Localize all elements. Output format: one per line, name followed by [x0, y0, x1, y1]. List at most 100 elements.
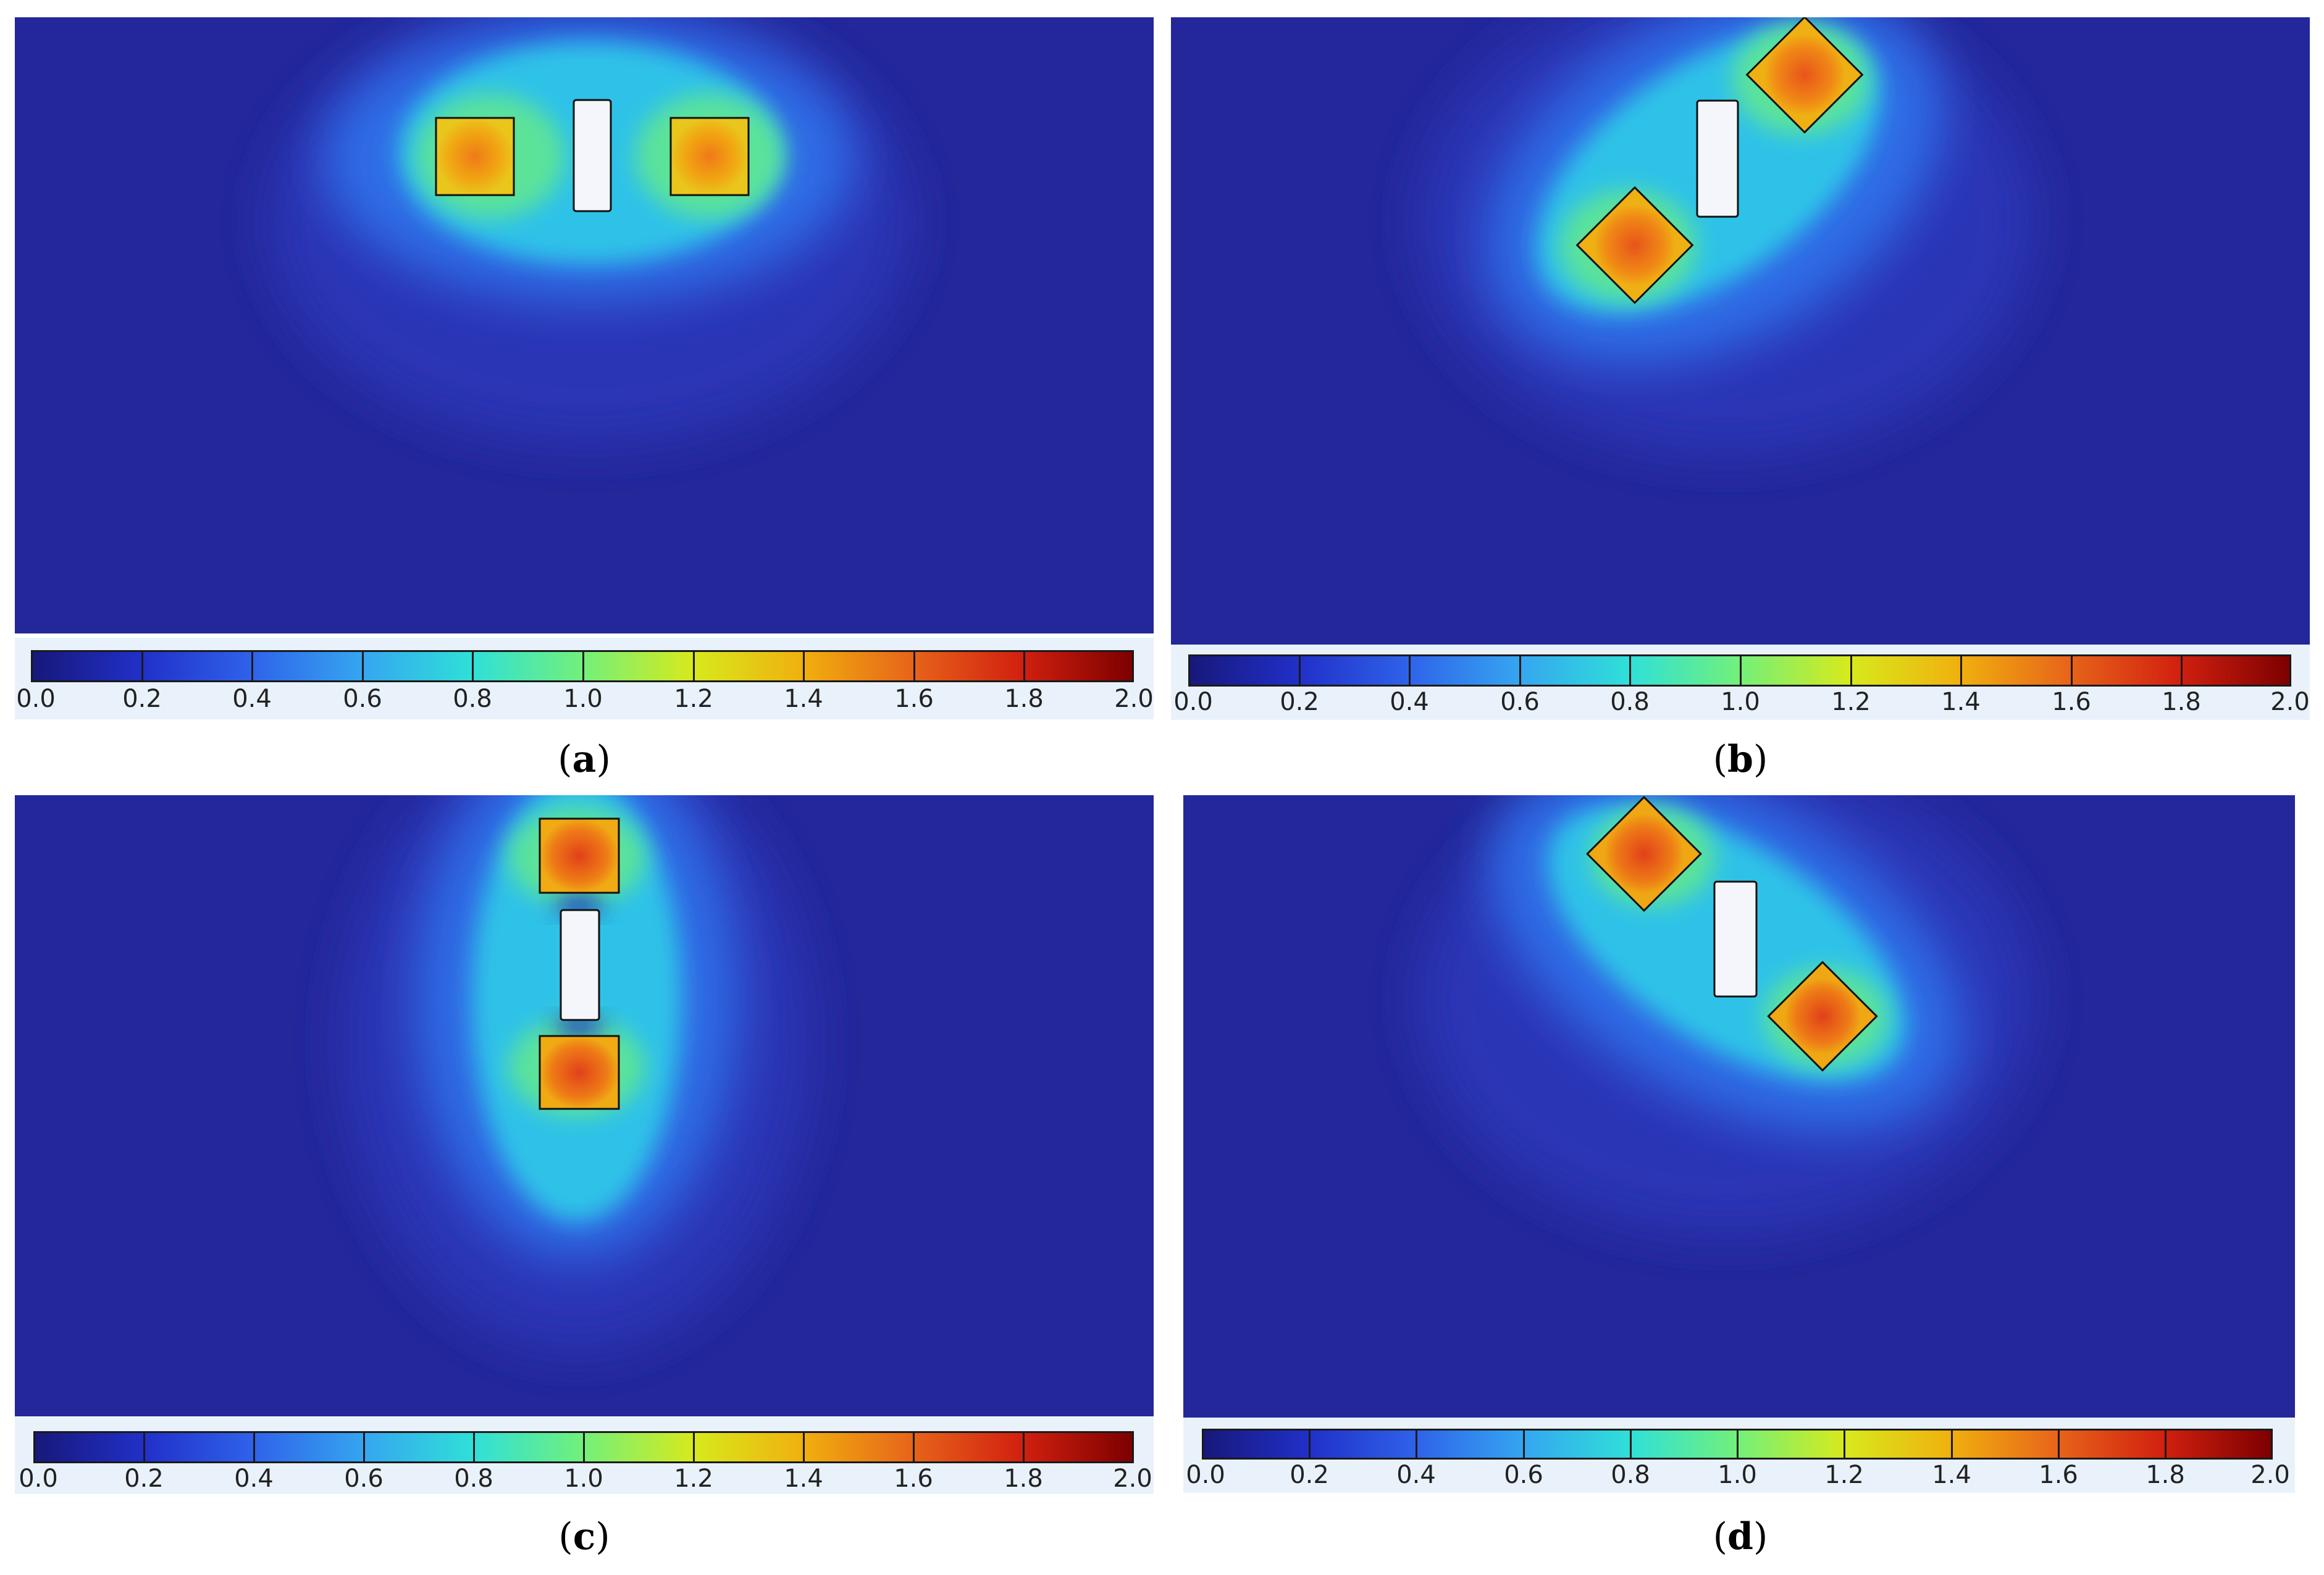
- colorbar-tick: [1309, 1429, 1311, 1460]
- rotor-block-right: [669, 117, 750, 196]
- colorbar-tick-label: 0.0: [19, 1464, 58, 1493]
- colorbar-tick: [143, 1431, 145, 1463]
- colorbar-tick-label: 1.2: [674, 685, 713, 713]
- colorbar-tick: [2271, 1429, 2273, 1460]
- caption-d: (d): [1713, 1515, 1768, 1558]
- colorbar-tick-label: 0.6: [343, 685, 382, 713]
- colorbar-tick-label: 1.2: [1824, 1461, 1864, 1489]
- colorbar-tick-label: 1.6: [894, 685, 934, 713]
- center-obstacle: [1713, 880, 1758, 998]
- colorbar-tick: [1188, 654, 1190, 687]
- rotor-block-left: [435, 117, 515, 196]
- field-plot-b: [1171, 17, 2310, 645]
- rotor-block-lower: [1575, 186, 1694, 304]
- colorbar-tick: [2181, 654, 2183, 687]
- field-plot-a: [15, 17, 1154, 633]
- colorbar-tick: [1519, 654, 1521, 687]
- center-obstacle: [560, 909, 600, 1021]
- colorbar-tick-label: 0.0: [1173, 688, 1213, 716]
- colorbar-tick-label: 0.0: [16, 685, 56, 713]
- colorbar-tick: [1850, 654, 1852, 687]
- colorbar-tick-label: 0.2: [1280, 688, 1319, 716]
- colorbar-tick: [33, 1431, 35, 1463]
- colorbar-tick-label: 1.8: [2146, 1461, 2185, 1489]
- colorbar-tick: [2058, 1429, 2060, 1460]
- colorbar-tick: [2289, 654, 2291, 687]
- colorbar-tick: [1416, 1429, 1417, 1460]
- colorbar-tick-label: 1.8: [1004, 685, 1044, 713]
- colorbar-tick-label: 0.2: [1290, 1461, 1329, 1489]
- colorbar-a: 0.0 0.2 0.4 0.6 0.8 1.0 1.2 1.4 1.6 1.8 …: [15, 638, 1154, 719]
- rotor-block-lower: [1767, 961, 1878, 1072]
- center-obstacle: [1696, 99, 1739, 218]
- rotor-block-bottom: [539, 1035, 620, 1110]
- field-image-a: [15, 17, 1154, 633]
- colorbar-tick: [803, 1431, 805, 1463]
- colorbar-tick-label: 1.6: [894, 1464, 933, 1493]
- caption-a: (a): [558, 738, 611, 781]
- colorbar-tick-label: 0.8: [1611, 1461, 1650, 1489]
- colorbar-tick: [1629, 654, 1631, 687]
- colorbar-tick-label: 0.8: [454, 1464, 493, 1493]
- colorbar-tick: [2165, 1429, 2167, 1460]
- caption-b: (b): [1713, 738, 1768, 781]
- colorbar-tick: [1951, 1429, 1953, 1460]
- colorbar-tick: [913, 1431, 915, 1463]
- colorbar-tick: [1132, 650, 1134, 682]
- colorbar-tick-label: 2.0: [2270, 688, 2310, 716]
- caption-c: (c): [558, 1515, 610, 1558]
- colorbar-tick: [1844, 1429, 1845, 1460]
- rotor-block-upper: [1585, 795, 1703, 913]
- rotor-block-top: [539, 817, 620, 894]
- colorbar-tick: [693, 650, 695, 682]
- colorbar-tick-label: 0.8: [1610, 688, 1650, 716]
- colorbar-tick: [141, 650, 143, 682]
- colorbar-tick: [363, 1431, 365, 1463]
- colorbar-tick: [1202, 1429, 1204, 1460]
- colorbar-tick-label: 0.4: [232, 685, 272, 713]
- colorbar-tick: [253, 1431, 255, 1463]
- colorbar-tick-label: 1.4: [1932, 1461, 1971, 1489]
- colorbar-tick: [803, 650, 805, 682]
- colorbar-tick-label: 1.6: [2052, 688, 2091, 716]
- colorbar-tick: [1523, 1429, 1525, 1460]
- colorbar-tick: [1299, 654, 1301, 687]
- rotor-block-upper: [1745, 17, 1864, 134]
- colorbar-tick: [582, 650, 584, 682]
- colorbar-tick: [913, 650, 915, 682]
- colorbar-tick-label: 1.0: [563, 685, 603, 713]
- colorbar-tick-label: 0.6: [1500, 688, 1540, 716]
- colorbar-b: 0.0 0.2 0.4 0.6 0.8 1.0 1.2 1.4 1.6 1.8 …: [1171, 645, 2310, 720]
- colorbar-tick-label: 1.4: [1941, 688, 1981, 716]
- colorbar-tick: [1023, 650, 1025, 682]
- colorbar-tick-label: 1.0: [1718, 1461, 1757, 1489]
- colorbar-tick: [583, 1431, 585, 1463]
- colorbar-tick-label: 1.2: [674, 1464, 713, 1493]
- colorbar-tick-label: 2.0: [2251, 1461, 2290, 1489]
- colorbar-tick-label: 2.0: [1114, 685, 1154, 713]
- colorbar-tick: [472, 650, 474, 682]
- colorbar-tick: [473, 1431, 475, 1463]
- colorbar-tick-label: 0.2: [122, 685, 162, 713]
- colorbar-tick-label: 1.6: [2039, 1461, 2078, 1489]
- colorbar-tick-label: 0.4: [1390, 688, 1429, 716]
- colorbar-tick-label: 1.4: [784, 1464, 823, 1493]
- field-image-b: [1171, 17, 2310, 645]
- colorbar-tick: [693, 1431, 695, 1463]
- colorbar-tick-label: 1.0: [1721, 688, 1760, 716]
- colorbar-tick: [1960, 654, 1962, 687]
- colorbar-d: 0.0 0.2 0.4 0.6 0.8 1.0 1.2 1.4 1.6 1.8 …: [1183, 1418, 2295, 1493]
- colorbar-tick: [251, 650, 253, 682]
- colorbar-tick-label: 0.2: [124, 1464, 164, 1493]
- colorbar-tick: [1630, 1429, 1632, 1460]
- colorbar-tick: [1023, 1431, 1025, 1463]
- colorbar-c: 0.0 0.2 0.4 0.6 0.8 1.0 1.2 1.4 1.6 1.8 …: [15, 1416, 1154, 1494]
- field-plot-c: [15, 795, 1154, 1416]
- colorbar-tick: [1132, 1431, 1134, 1463]
- colorbar-tick-label: 1.2: [1831, 688, 1871, 716]
- field-plot-d: [1183, 795, 2295, 1418]
- colorbar-tick-label: 0.6: [344, 1464, 384, 1493]
- colorbar-tick-label: 0.8: [453, 685, 492, 713]
- colorbar-tick: [362, 650, 364, 682]
- colorbar-tick: [1737, 1429, 1739, 1460]
